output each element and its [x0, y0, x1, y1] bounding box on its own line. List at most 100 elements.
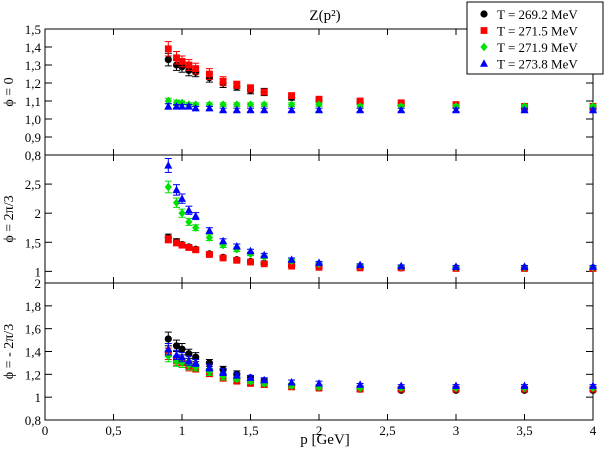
data-point	[191, 358, 200, 367]
y-tick-label: 1,4	[25, 40, 42, 55]
data-point	[178, 241, 186, 249]
data-point	[397, 261, 406, 270]
data-point	[164, 56, 172, 64]
series-4	[164, 343, 597, 389]
data-point	[191, 211, 200, 220]
data-point	[246, 105, 255, 114]
data-point	[232, 371, 241, 379]
data-point	[164, 235, 172, 243]
y-tick-label: 1	[35, 390, 42, 405]
data-point	[288, 92, 295, 99]
data-point	[288, 262, 295, 270]
series-4	[164, 102, 597, 114]
panels-layer: 0,8 0,9 1,0 1,1 1,2 1,3 1,4 1,5 ϕ = 0 1 1,5 2 2,5 ϕ =…	[2, 22, 597, 438]
data-point	[205, 359, 213, 367]
x-tick-label: 0	[42, 423, 49, 438]
y-tick-label: 0,8	[25, 413, 41, 428]
series-2	[164, 235, 597, 272]
data-point	[356, 380, 365, 388]
data-point	[452, 262, 460, 270]
data-point	[178, 208, 186, 218]
data-point	[164, 102, 173, 110]
y-tick-label: 1,5	[25, 235, 41, 250]
panel-2: 1 1,5 2 2,5 ϕ = 2π/3	[2, 154, 597, 284]
data-point	[185, 217, 193, 227]
y-tick-label: 0,9	[25, 130, 41, 145]
data-point	[520, 105, 529, 114]
data-point	[178, 358, 186, 368]
data-point	[184, 205, 193, 214]
data-point	[287, 255, 296, 263]
data-point	[287, 378, 296, 386]
x-axis-label: p [GeV]	[300, 432, 350, 448]
data-point	[205, 226, 214, 234]
data-point	[260, 105, 269, 114]
legend-label: T = 271.5 MeV	[497, 24, 578, 39]
data-point	[172, 61, 181, 69]
data-point	[520, 381, 529, 389]
data-point	[356, 105, 365, 114]
data-point	[205, 103, 214, 112]
data-point	[172, 185, 181, 194]
data-point	[287, 105, 296, 114]
data-point	[164, 335, 172, 343]
data-point	[397, 105, 406, 114]
data-point	[173, 54, 180, 62]
y-tick-label: 1,8	[25, 299, 41, 314]
data-point	[184, 102, 193, 110]
data-point	[219, 100, 227, 109]
y-tick-label: 1,5	[25, 22, 41, 37]
chart-title: Z(p²)	[309, 8, 340, 24]
data-point	[260, 260, 268, 268]
data-point	[260, 250, 269, 259]
series-4	[164, 157, 597, 270]
data-point	[452, 105, 460, 114]
data-point	[288, 100, 296, 109]
data-point	[184, 356, 193, 364]
data-point	[172, 198, 181, 207]
data-point	[246, 373, 255, 381]
data-point	[164, 96, 172, 106]
series-1	[164, 331, 597, 394]
data-point	[356, 97, 364, 105]
x-tick-label: 1,5	[242, 423, 258, 438]
data-point	[260, 375, 269, 384]
y-tick-label: 1,2	[25, 367, 41, 382]
data-point	[178, 194, 186, 202]
data-point	[178, 352, 186, 361]
data-point	[164, 182, 172, 192]
data-point	[315, 100, 323, 109]
y-tick-label: 1,3	[25, 58, 41, 73]
data-point	[520, 262, 529, 270]
y-tick-label: 1	[35, 264, 42, 279]
data-point	[246, 246, 255, 255]
data-point	[219, 254, 227, 262]
x-tick-label: 2,5	[379, 423, 395, 438]
y-tick-label: 2	[35, 276, 42, 291]
panel-3: 0,8 1 1,2 1,4 1,6 1,8 2 ϕ = - 2π/3	[2, 276, 597, 428]
data-point	[178, 102, 186, 110]
y-tick-label: 1,0	[25, 112, 41, 127]
data-point	[192, 246, 200, 254]
data-point	[232, 105, 241, 114]
data-point	[192, 65, 200, 72]
y-tick-label: 2,5	[25, 177, 41, 192]
x-tick-label: 0,5	[105, 423, 121, 438]
data-point	[178, 58, 186, 65]
data-point	[356, 383, 364, 393]
data-point	[260, 100, 268, 109]
data-point	[589, 262, 597, 270]
data-point	[219, 367, 228, 376]
x-tick-label: 3,5	[516, 423, 532, 438]
legend-marker	[480, 10, 488, 18]
data-point	[452, 381, 460, 389]
legend-box	[466, 1, 604, 75]
data-point	[247, 85, 254, 92]
y-axis-label: ϕ = 0	[2, 77, 17, 106]
y-tick-label: 1,1	[25, 94, 41, 109]
data-point	[247, 258, 254, 266]
legend-label: T = 273.8 MeV	[497, 57, 578, 72]
data-point	[164, 161, 173, 169]
